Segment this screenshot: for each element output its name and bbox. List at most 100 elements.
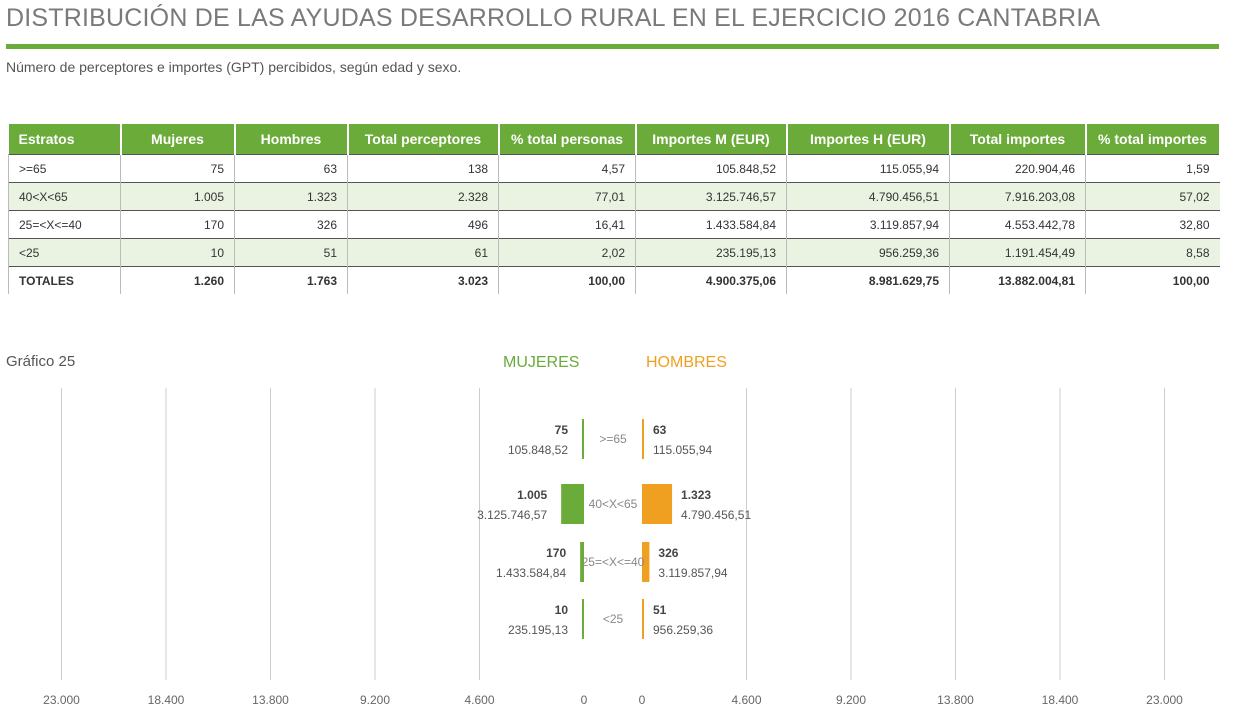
table-row: <25 10 51 61 2,02 235.195,13 956.259,36 …	[8, 238, 1220, 267]
legend-hombres: HOMBRES	[646, 354, 727, 371]
tick-label: 13.800	[937, 693, 974, 707]
tick-label: 23.000	[43, 693, 80, 707]
column-header: Importes M (EUR)	[635, 124, 788, 155]
data-label-mujeres-count: 170	[546, 546, 566, 560]
table-cell: 100,00	[498, 266, 636, 294]
column-header: Mujeres	[120, 124, 236, 155]
data-label-hombres-amount: 4.790.456,51	[681, 508, 751, 522]
table-cell: 1,59	[1085, 154, 1220, 183]
table-cell: 57,02	[1085, 182, 1220, 211]
table-cell: 138	[347, 154, 499, 183]
column-header: Total importes	[949, 124, 1087, 155]
table-totals-row: TOTALES 1.260 1.763 3.023 100,00 4.900.3…	[8, 266, 1220, 294]
table-cell: 1.323	[234, 182, 348, 211]
bar-mujeres	[582, 419, 584, 459]
table-cell: 1.433.584,84	[635, 210, 787, 239]
category-label: 25=<X<=40	[582, 555, 645, 569]
table-cell: 4.900.375,06	[635, 266, 787, 294]
table-row: 25=<X<=40 170 326 496 16,41 1.433.584,84…	[8, 210, 1220, 239]
tick-label: 18.400	[1042, 693, 1079, 707]
table-cell: 1.260	[120, 266, 235, 294]
bar-hombres	[642, 484, 673, 524]
tick-label: 9.200	[360, 693, 390, 707]
data-table: Estratos Mujeres Hombres Total perceptor…	[8, 124, 1221, 294]
table-cell: 8,58	[1085, 238, 1220, 267]
column-header: Total perceptores	[347, 124, 500, 155]
data-label-hombres-amount: 3.119.857,94	[658, 566, 728, 580]
table-cell: 326	[234, 210, 348, 239]
table-cell: >=65	[8, 154, 121, 183]
table-cell: 40<X<65	[8, 182, 121, 211]
butterfly-chart: 23.000 18.400 13.800 9.200 4.600 0 0 4.600 9.200…	[43, 388, 1183, 707]
tick-label: 0	[639, 693, 646, 707]
bar-hombres	[642, 599, 644, 639]
category-label: >=65	[599, 432, 627, 446]
tick-label: 18.400	[148, 693, 185, 707]
data-label-hombres-count: 326	[658, 546, 678, 560]
table-cell: 170	[120, 210, 235, 239]
table-cell: 16,41	[498, 210, 636, 239]
data-label-mujeres-amount: 3.125.746,57	[477, 508, 547, 522]
table-header-row: Estratos Mujeres Hombres Total perceptor…	[8, 124, 1221, 155]
data-label-mujeres-count: 10	[555, 603, 569, 617]
page-subtitle: Número de perceptores e importes (GPT) p…	[6, 59, 462, 75]
data-label-hombres-amount: 956.259,36	[653, 623, 713, 637]
table-cell: 100,00	[1085, 266, 1220, 294]
data-label-mujeres-amount: 1.433.584,84	[496, 566, 566, 580]
table-cell: 220.904,46	[949, 154, 1086, 183]
tick-label: 4.600	[731, 693, 761, 707]
table-cell: <25	[8, 238, 121, 267]
data-label-mujeres-count: 1.005	[517, 488, 547, 502]
table-row: 40<X<65 1.005 1.323 2.328 77,01 3.125.74…	[8, 182, 1220, 211]
column-header: % total importes	[1085, 124, 1221, 155]
table-cell: 77,01	[498, 182, 636, 211]
data-label-mujeres-count: 75	[555, 423, 569, 437]
table-cell: 63	[234, 154, 348, 183]
table-cell: 75	[120, 154, 235, 183]
bar-mujeres	[561, 484, 584, 524]
table-cell: 115.055,94	[786, 154, 950, 183]
page-title: DISTRIBUCIÓN DE LAS AYUDAS DESARROLLO RU…	[6, 4, 1101, 32]
table-cell: 4,57	[498, 154, 636, 183]
table-cell: 25=<X<=40	[8, 210, 121, 239]
column-header: Estratos	[8, 124, 122, 155]
bar-hombres	[642, 542, 650, 582]
bar-hombres	[642, 419, 644, 459]
table-cell: 105.848,52	[635, 154, 787, 183]
category-label: 40<X<65	[589, 497, 638, 511]
table-cell: 3.023	[347, 266, 499, 294]
tick-label: 9.200	[836, 693, 866, 707]
table-row: >=65 75 63 138 4,57 105.848,52 115.055,9…	[8, 154, 1220, 183]
table-cell: 235.195,13	[635, 238, 787, 267]
column-header: Importes H (EUR)	[786, 124, 951, 155]
table-cell: TOTALES	[8, 266, 121, 294]
data-label-hombres-count: 1.323	[681, 488, 711, 502]
table-cell: 1.005	[120, 182, 235, 211]
table-cell: 61	[347, 238, 499, 267]
column-header: Hombres	[234, 124, 349, 155]
table-cell: 2.328	[347, 182, 499, 211]
tick-label: 23.000	[1146, 693, 1183, 707]
legend-mujeres: MUJERES	[503, 354, 580, 371]
data-label-hombres-amount: 115.055,94	[653, 443, 712, 457]
table-cell: 32,80	[1085, 210, 1220, 239]
title-rule	[6, 44, 1219, 49]
table-cell: 4.553.442,78	[949, 210, 1086, 239]
tick-label: 4.600	[464, 693, 494, 707]
data-label-mujeres-amount: 235.195,13	[508, 623, 568, 637]
tick-label: 13.800	[252, 693, 289, 707]
data-label-hombres-count: 51	[653, 603, 667, 617]
column-header: % total personas	[498, 124, 637, 155]
data-label-hombres-count: 63	[653, 423, 667, 437]
table-cell: 8.981.629,75	[786, 266, 950, 294]
bar-mujeres	[580, 542, 584, 582]
category-label: <25	[603, 612, 624, 626]
table-cell: 1.763	[234, 266, 348, 294]
table-cell: 4.790.456,51	[786, 182, 950, 211]
bar-mujeres	[582, 599, 584, 639]
table-cell: 13.882.004,81	[949, 266, 1086, 294]
table-cell: 51	[234, 238, 348, 267]
table-cell: 3.125.746,57	[635, 182, 787, 211]
table-cell: 7.916.203,08	[949, 182, 1086, 211]
table-cell: 1.191.454,49	[949, 238, 1086, 267]
